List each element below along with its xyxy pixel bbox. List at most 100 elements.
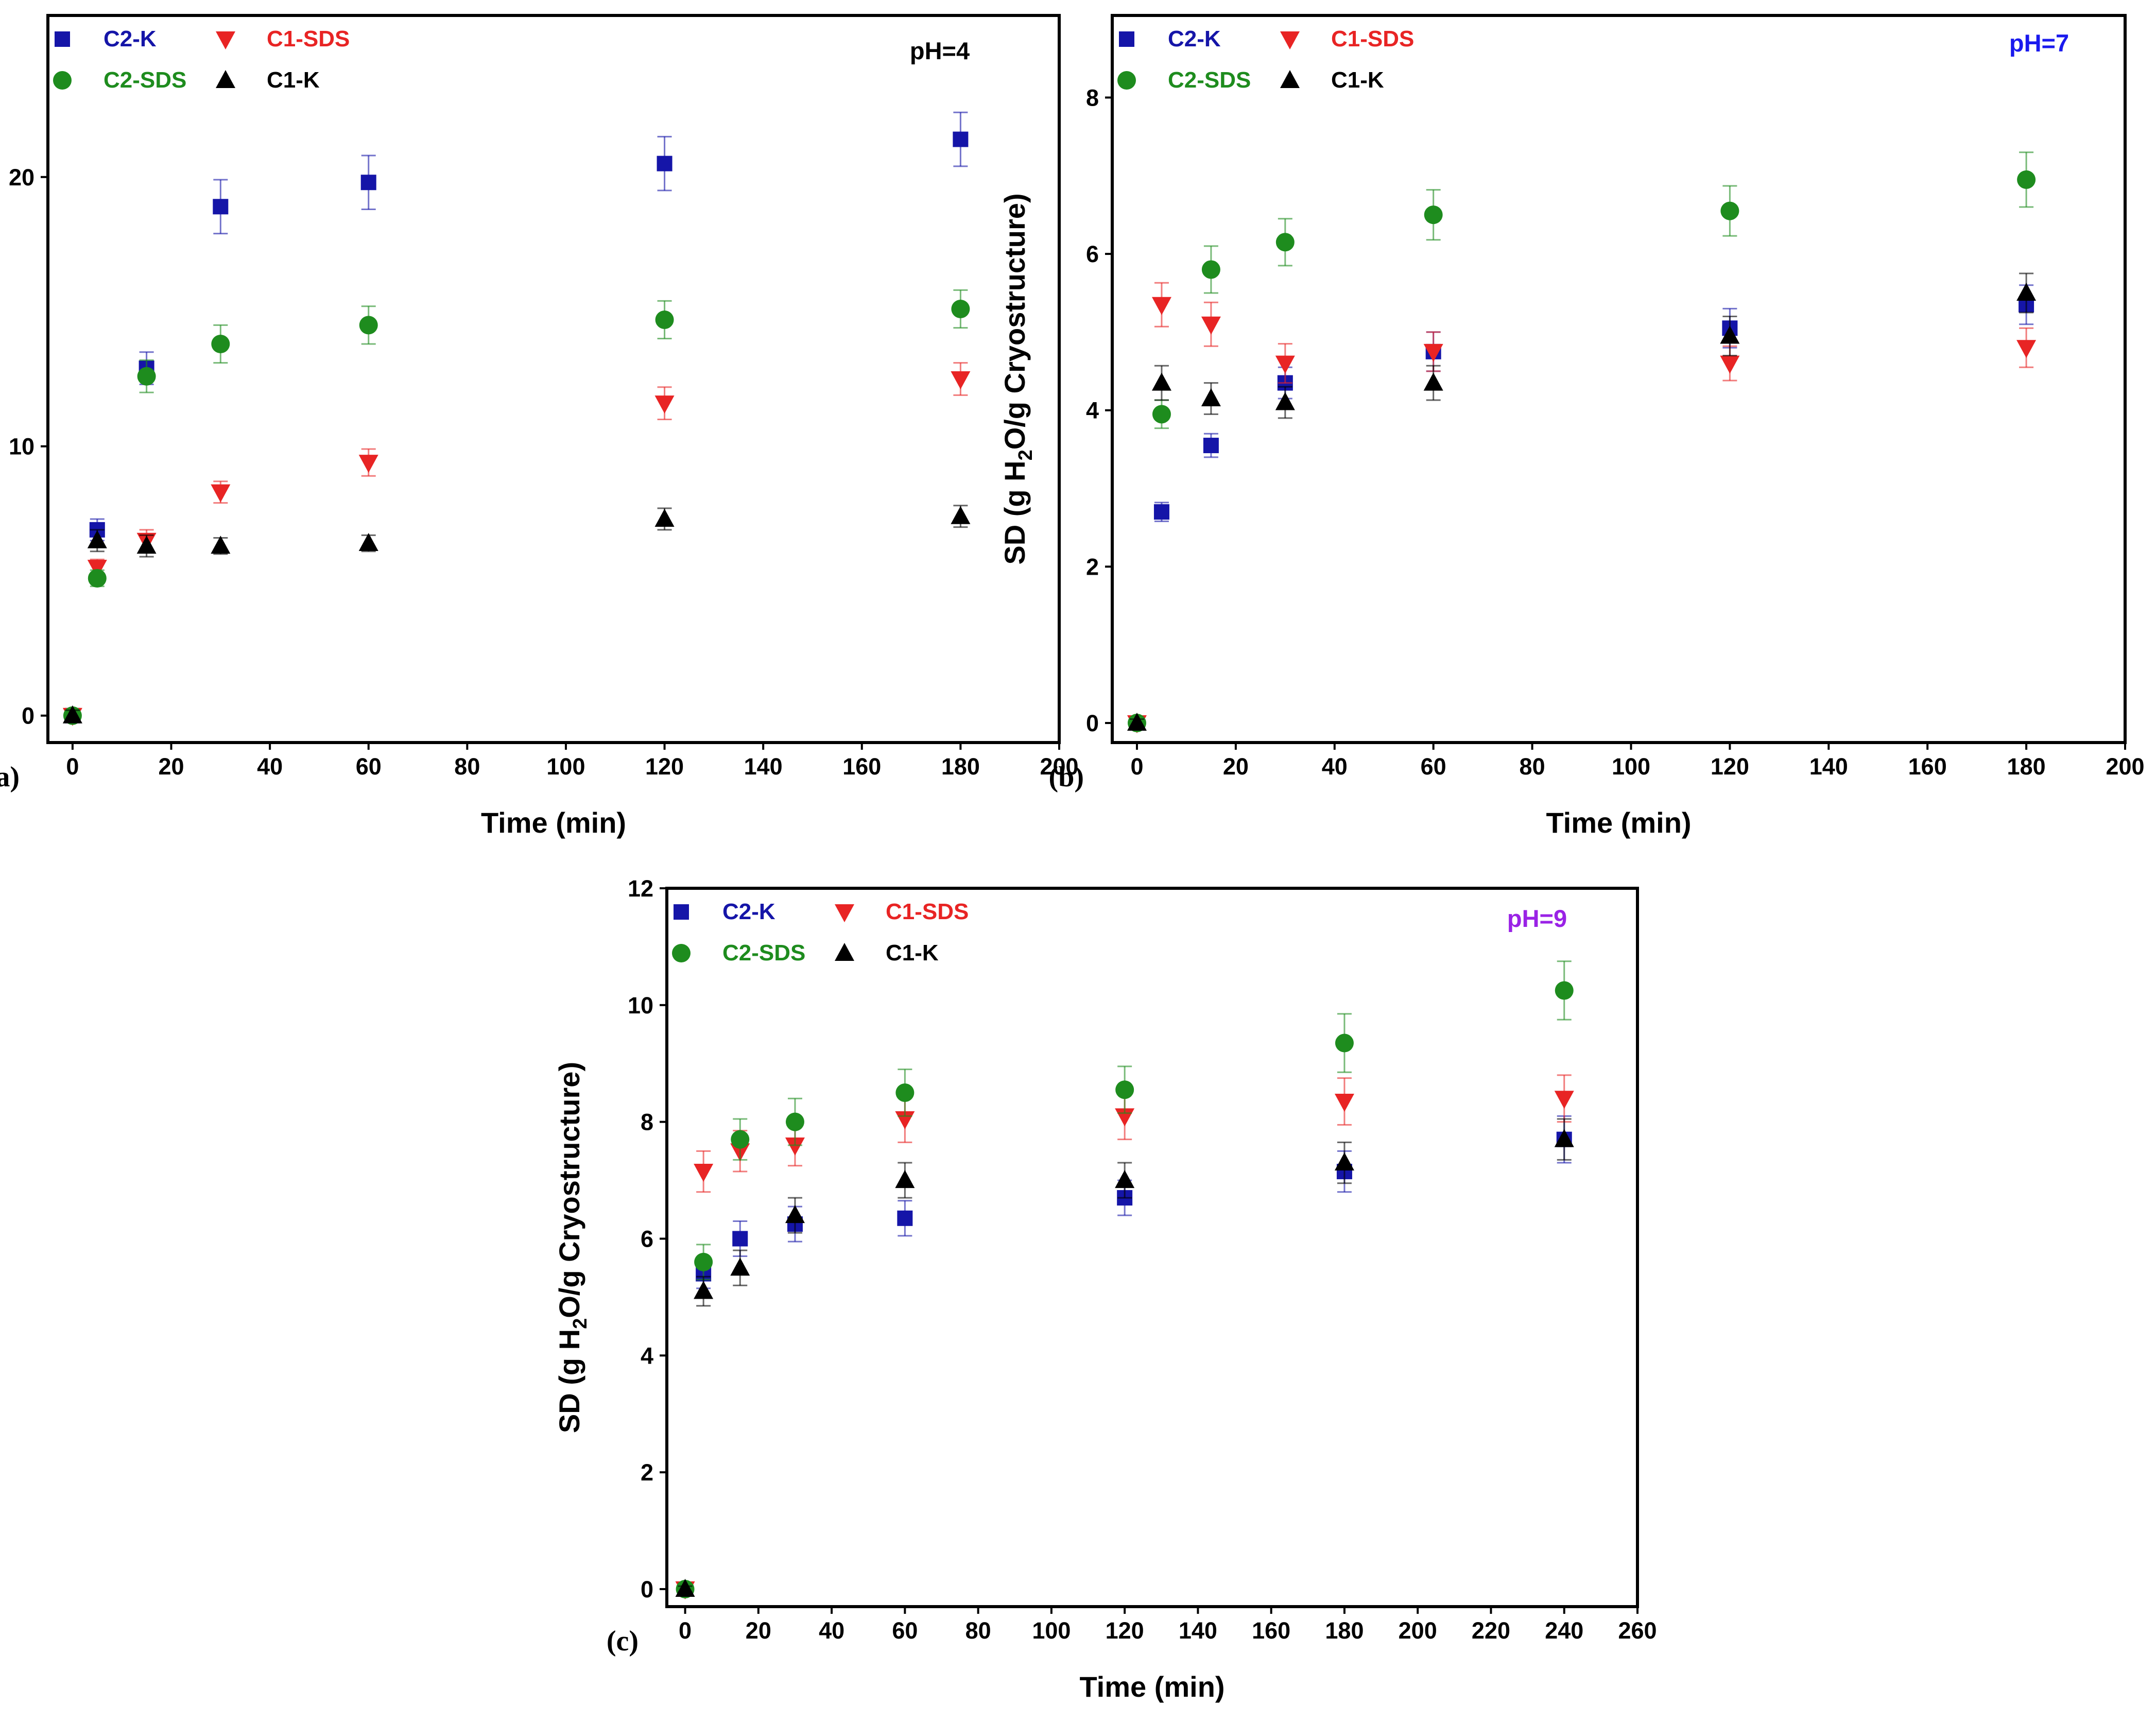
legend-marker: [835, 904, 854, 922]
x-tick-label: 160: [1252, 1617, 1290, 1644]
legend-entry: C1-SDS: [1331, 26, 1414, 51]
x-tick-label: 180: [1325, 1617, 1364, 1644]
data-point: [136, 536, 157, 554]
data-point: [211, 335, 230, 354]
data-point: [1115, 1170, 1135, 1188]
y-axis-label-subscript: 2: [570, 1318, 591, 1329]
data-point: [1554, 1129, 1574, 1147]
x-tick-label: 100: [1032, 1617, 1071, 1644]
x-tick-label: 180: [941, 753, 980, 780]
series-c2-sds: [676, 960, 1574, 1598]
data-point: [62, 705, 82, 723]
legend-marker: [53, 71, 72, 90]
data-point: [1423, 372, 1443, 391]
data-point: [1151, 297, 1171, 315]
legend-entry: C2-K: [722, 899, 775, 924]
x-tick-label: 120: [645, 753, 684, 780]
data-point: [732, 1231, 748, 1247]
legend-marker: [1117, 71, 1136, 90]
x-axis-label: Time (min): [1079, 1670, 1224, 1703]
y-tick-label: 10: [628, 992, 653, 1019]
x-tick-label: 40: [819, 1617, 844, 1644]
data-point: [694, 1281, 714, 1299]
data-point: [1720, 355, 1740, 374]
data-point: [2016, 282, 2037, 301]
data-point: [675, 1578, 695, 1597]
data-point: [951, 371, 971, 389]
x-tick-label: 80: [965, 1617, 991, 1644]
data-point: [1554, 1091, 1574, 1109]
series-c1-k: [1127, 272, 2037, 731]
y-axis-label-part: O/g Cryostructure): [553, 1062, 585, 1318]
legend-entry: C1-SDS: [267, 26, 350, 51]
legend-marker: [674, 904, 689, 920]
panel-a: 0 20 40 60 80 100 120 140 160 180 200 0 10 20 Time (mi…: [0, 14, 1079, 839]
y-tick-label: 2: [641, 1459, 653, 1486]
data-point: [1127, 713, 1147, 731]
y-tick-label: 2: [1086, 554, 1099, 580]
data-point: [654, 508, 675, 527]
x-axis-label: Time (min): [481, 806, 626, 839]
x-tick-label: 100: [546, 753, 585, 780]
panel-b: 0 20 40 60 80 100 120 140 160 180 200 0 2 4 6 8 Time (mi…: [998, 14, 2145, 839]
ph-annotation: pH=7: [2009, 29, 2069, 57]
data-point: [1334, 1093, 1354, 1112]
data-point: [1720, 325, 1740, 344]
series-c1-sds: [62, 362, 971, 726]
plot-frame: [665, 887, 1639, 1608]
x-tick-label: 60: [1421, 753, 1446, 780]
x-tick-label: 60: [356, 753, 382, 780]
legend-marker: [835, 943, 854, 961]
data-point: [694, 1164, 714, 1182]
plot-frame: [1111, 14, 2127, 744]
data-point: [211, 484, 231, 503]
y-axis-label-part: O/g Cryostructure): [998, 193, 1031, 450]
x-axis-label: Time (min): [1546, 806, 1691, 839]
x-tick-label: 120: [1711, 753, 1749, 780]
panel-label: (c): [607, 1625, 639, 1657]
data-point: [1201, 388, 1221, 406]
legend-entry: C2-SDS: [1168, 67, 1251, 93]
data-point: [953, 131, 969, 147]
x-tick-label: 200: [2106, 753, 2144, 780]
x-tick-label: 100: [1612, 753, 1650, 780]
data-point: [1201, 260, 1220, 279]
y-axis-label-subscript: 2: [1015, 450, 1037, 460]
x-tick-label: 140: [1809, 753, 1848, 780]
data-point: [137, 367, 156, 386]
ph-annotation: pH=4: [910, 37, 970, 64]
y-tick-label: 4: [641, 1342, 653, 1369]
y-tick-label: 8: [1086, 84, 1099, 111]
x-tick-label: 20: [746, 1617, 771, 1644]
data-point: [358, 455, 378, 473]
data-point: [213, 199, 229, 215]
data-point: [895, 1083, 915, 1102]
y-tick-label: 0: [1086, 710, 1099, 736]
legend-entry: C1-K: [1331, 67, 1384, 93]
panel-label: (a): [0, 761, 20, 793]
y-tick-label: 12: [628, 875, 653, 902]
legend-entry: C2-SDS: [722, 940, 805, 966]
series-c1-k: [675, 1118, 1574, 1597]
data-point: [1720, 201, 1739, 220]
data-point: [1153, 504, 1169, 520]
legend-entry: C1-K: [267, 67, 320, 93]
data-point: [1424, 205, 1443, 225]
data-point: [211, 536, 231, 554]
data-point: [1115, 1080, 1134, 1099]
legend-marker: [672, 944, 691, 962]
x-tick-label: 0: [1130, 753, 1143, 780]
data-point: [1275, 392, 1295, 410]
panel-label: (b): [1049, 761, 1084, 793]
x-tick-label: 80: [454, 753, 480, 780]
data-point: [359, 316, 378, 335]
legend-entry: C2-SDS: [104, 67, 186, 93]
data-point: [895, 1170, 915, 1188]
x-tick-label: 0: [66, 753, 79, 780]
x-tick-label: 260: [1618, 1617, 1657, 1644]
y-axis-label-part: SD (g H: [998, 460, 1031, 564]
data-point: [1275, 233, 1295, 252]
x-tick-label: 160: [1908, 753, 1947, 780]
data-point: [785, 1112, 804, 1131]
legend-entry: C2-K: [1168, 26, 1221, 51]
